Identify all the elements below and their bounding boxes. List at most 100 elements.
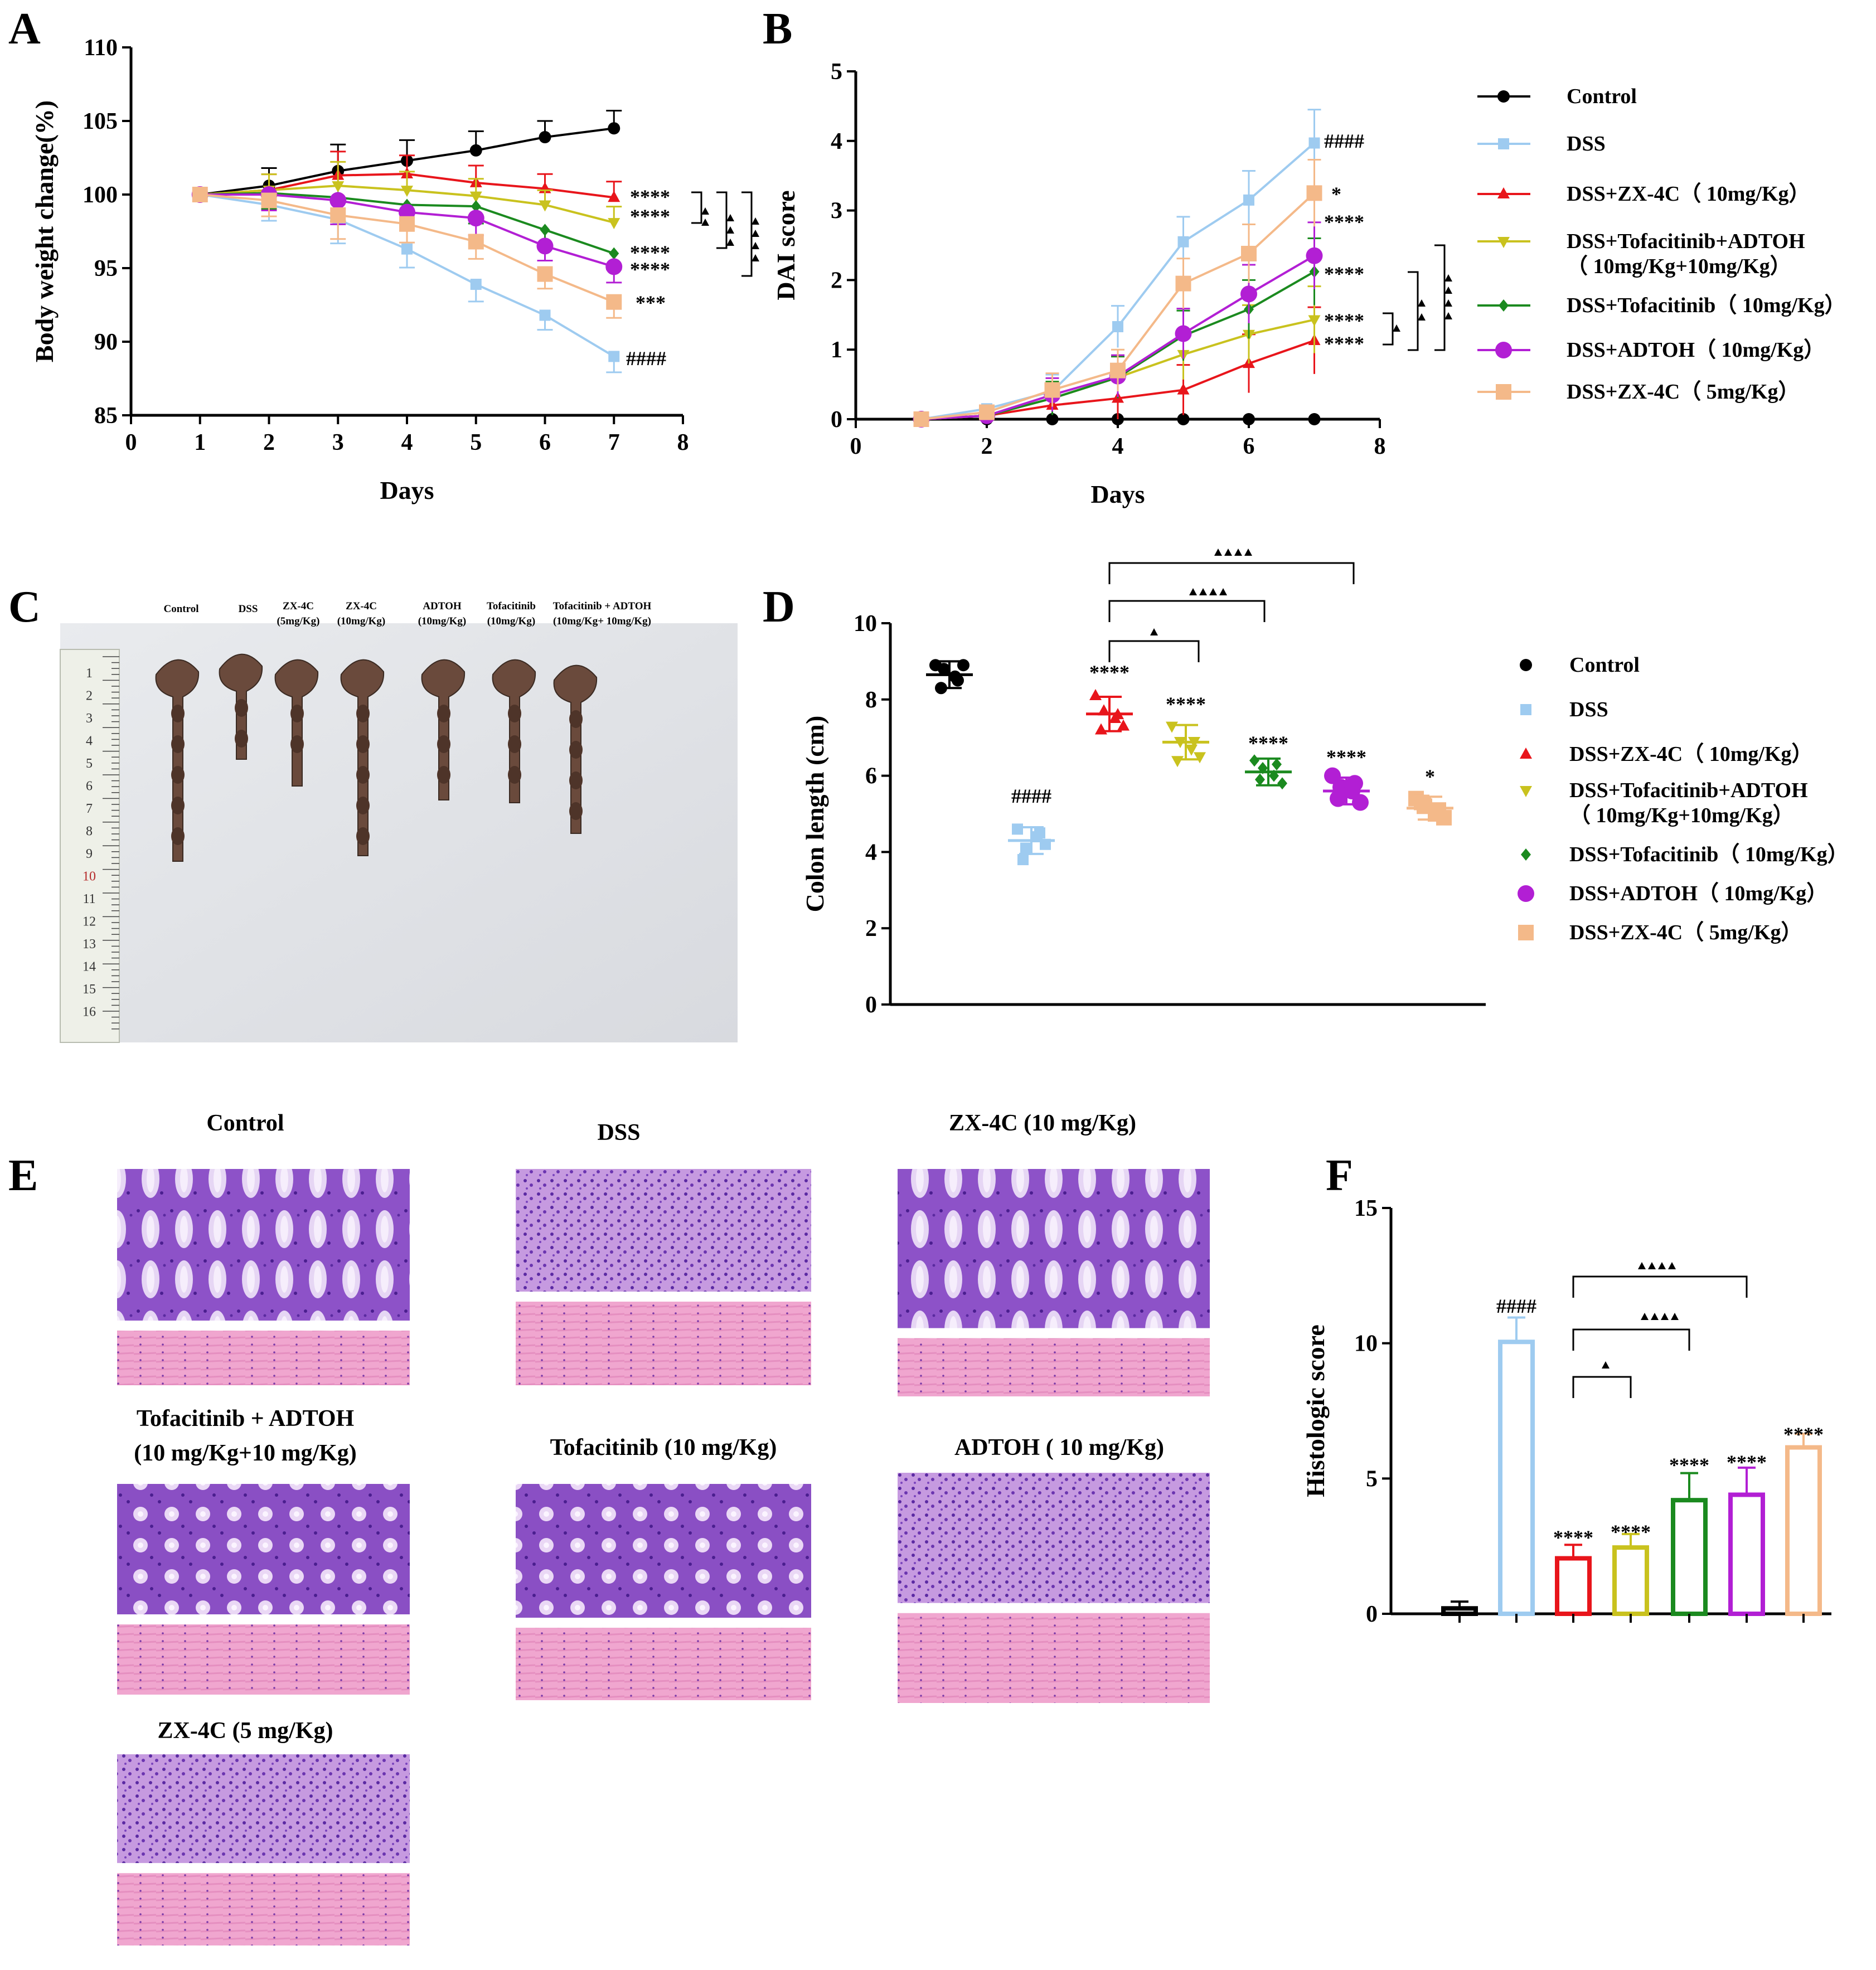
mucosa-layer bbox=[117, 1484, 410, 1614]
muscle-layer bbox=[898, 1613, 1210, 1703]
histology-image bbox=[117, 1477, 410, 1695]
data-point bbox=[608, 351, 620, 362]
triangle-marker bbox=[1234, 549, 1242, 556]
panel-b-label: B bbox=[763, 4, 792, 54]
legend-label: DSS+Tofacitinib（ 10mg/Kg） bbox=[1567, 294, 1846, 317]
data-point bbox=[1112, 321, 1123, 333]
y-tick-label: 6 bbox=[865, 764, 877, 789]
significance-label: #### bbox=[1324, 130, 1364, 152]
triangle-marker bbox=[1244, 549, 1252, 556]
triangle-marker bbox=[752, 217, 759, 225]
ruler-number: 14 bbox=[83, 960, 96, 974]
triangle-marker bbox=[701, 207, 709, 215]
y-tick-label: 10 bbox=[1354, 1331, 1378, 1357]
histology-title: Tofacitinib + ADTOH bbox=[137, 1406, 354, 1432]
data-point bbox=[539, 309, 551, 321]
data-point bbox=[1308, 137, 1320, 149]
y-tick-label: 4 bbox=[831, 129, 842, 154]
data-point bbox=[1308, 315, 1321, 327]
triangle-marker bbox=[1658, 1262, 1666, 1269]
data-point bbox=[1034, 827, 1045, 839]
data-point bbox=[609, 247, 619, 260]
data-point bbox=[1177, 236, 1189, 248]
panel-f-histologic-score-chart: F 0 5 10 15 Histologic score #### **** **** ***… bbox=[1301, 1151, 1831, 1627]
triangle-marker bbox=[1224, 549, 1232, 556]
x-tick-label: 1 bbox=[194, 430, 206, 455]
significance-label: **** bbox=[1727, 1451, 1767, 1473]
bracket bbox=[1572, 1328, 1690, 1351]
data-point bbox=[1346, 775, 1363, 792]
significance-label: * bbox=[1331, 183, 1341, 205]
y-tick-label: 4 bbox=[865, 840, 877, 865]
colon-segment bbox=[356, 797, 370, 814]
y-tick-label: 0 bbox=[831, 407, 842, 433]
bar bbox=[1441, 1606, 1478, 1616]
legend-label: Control bbox=[1567, 85, 1637, 108]
histology-title: Tofacitinib (10 mg/Kg) bbox=[550, 1435, 777, 1460]
mucosa-layer bbox=[117, 1754, 410, 1864]
data-point bbox=[192, 187, 208, 202]
histology-title: ADTOH ( 10 mg/Kg) bbox=[954, 1435, 1164, 1460]
x-axis-title: Days bbox=[380, 476, 434, 504]
ruler-number: 3 bbox=[86, 711, 93, 726]
ruler-number: 6 bbox=[86, 779, 93, 794]
x-tick-label: 0 bbox=[125, 430, 137, 455]
legend-marker bbox=[1520, 748, 1532, 759]
data-point bbox=[1095, 723, 1107, 735]
significance-label: #### bbox=[626, 347, 666, 370]
significance-label: **** bbox=[1324, 332, 1364, 355]
y-tick-label: 3 bbox=[831, 198, 842, 224]
legend-marker bbox=[1518, 925, 1534, 940]
data-point bbox=[539, 200, 551, 212]
bar bbox=[1728, 1492, 1765, 1617]
legend-marker bbox=[1497, 90, 1510, 103]
x-tick-label: 4 bbox=[401, 430, 413, 455]
data-point bbox=[608, 191, 621, 202]
histology-image bbox=[516, 1162, 811, 1385]
muscle-layer bbox=[117, 1624, 410, 1695]
data-point bbox=[1012, 823, 1023, 835]
y-axis-title: Histologic score bbox=[1301, 1324, 1330, 1497]
colon-segment bbox=[508, 705, 521, 722]
data-point bbox=[913, 411, 929, 427]
colon-segment bbox=[356, 766, 370, 784]
photo-label: (10mg/Kg) bbox=[337, 615, 386, 627]
legend-label: DSS+ADTOH（ 10mg/Kg） bbox=[1569, 882, 1827, 905]
y-tick-label: 5 bbox=[831, 59, 842, 85]
ruler-number: 8 bbox=[86, 824, 93, 839]
y-tick-label: 1 bbox=[831, 337, 842, 363]
y-tick-label: 105 bbox=[83, 109, 118, 134]
colon-segment bbox=[569, 802, 583, 820]
submucosa-gap bbox=[117, 1614, 410, 1624]
y-tick-label: 5 bbox=[1366, 1466, 1378, 1492]
legend-label: DSS+ZX-4C（ 5mg/Kg） bbox=[1567, 380, 1800, 404]
muscle-layer bbox=[117, 1331, 410, 1385]
panel-f-label: F bbox=[1326, 1151, 1353, 1200]
histology-image bbox=[898, 1162, 1210, 1396]
x-tick-label: 3 bbox=[332, 430, 344, 455]
data-point bbox=[605, 258, 623, 275]
data-point bbox=[606, 294, 622, 310]
panel-a-label: A bbox=[8, 4, 41, 54]
triangle-marker bbox=[1661, 1313, 1669, 1320]
data-point bbox=[1175, 275, 1191, 292]
mucosa-layer bbox=[516, 1169, 811, 1292]
photo-label: ZX-4C bbox=[283, 600, 314, 612]
triangle-marker bbox=[1668, 1262, 1676, 1269]
data-point bbox=[1020, 842, 1031, 854]
panel-e-histology-images: E Control DSS ZX-4C (10 mg/Kg) Tofacitinib … bbox=[8, 1110, 1210, 1945]
legend-marker bbox=[1495, 342, 1512, 358]
bracket bbox=[1572, 1275, 1748, 1298]
bracket bbox=[716, 191, 728, 249]
legend-label: DSS bbox=[1569, 698, 1608, 721]
photo-label: Tofacitinib + ADTOH bbox=[553, 600, 652, 612]
histology-title: (10 mg/Kg+10 mg/Kg) bbox=[134, 1440, 357, 1466]
data-point bbox=[467, 210, 484, 227]
histology-image bbox=[117, 1162, 410, 1385]
data-point bbox=[1166, 721, 1178, 733]
panel-e-label: E bbox=[8, 1151, 38, 1200]
triangle-marker bbox=[1214, 549, 1222, 556]
data-point bbox=[1243, 413, 1255, 425]
data-point bbox=[330, 207, 346, 223]
